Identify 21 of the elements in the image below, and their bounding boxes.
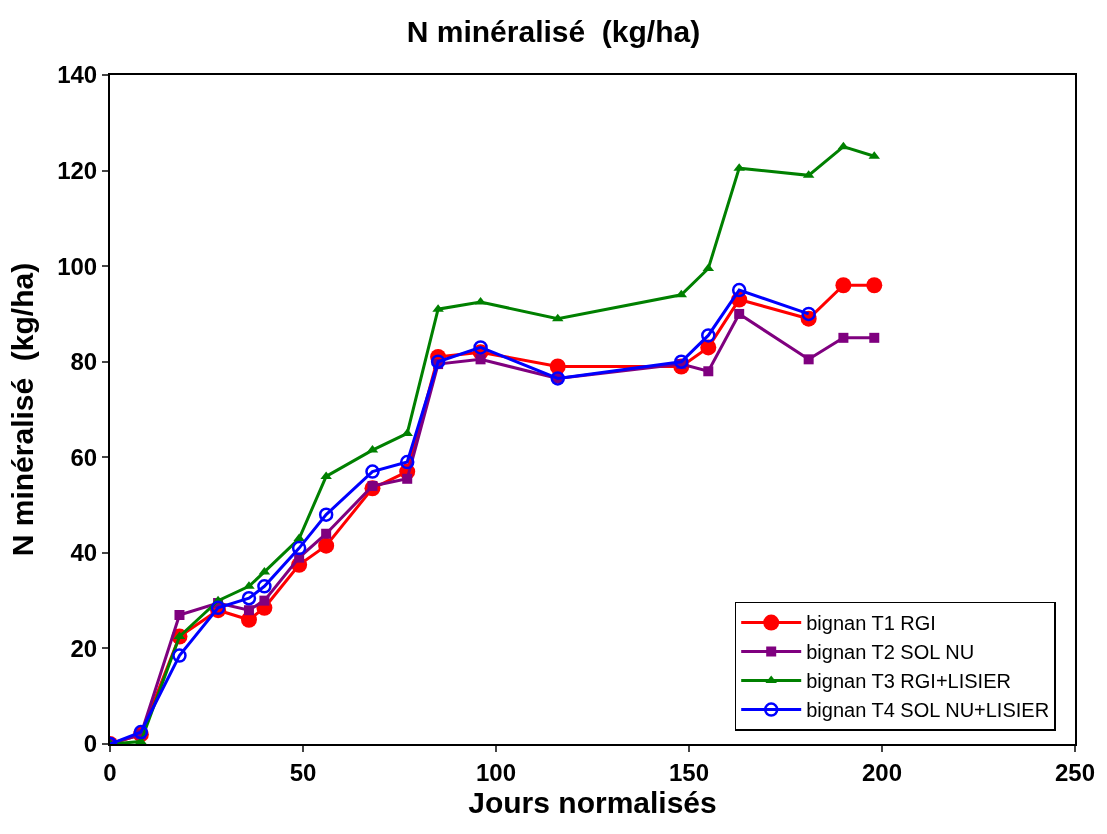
legend-label: bignan T3 RGI+LISIER [806, 670, 1011, 693]
x-tick-label: 0 [103, 758, 117, 786]
x-tick-label: 150 [668, 758, 710, 786]
x-tick-label: 100 [475, 758, 517, 786]
legend-label: bignan T1 RGI [806, 612, 936, 635]
x-axis-title: Jours normalisés [468, 785, 717, 819]
x-tick-label: 200 [861, 758, 903, 786]
y-tick-label: 60 [70, 443, 98, 471]
y-tick-label: 140 [57, 61, 98, 89]
x-tick-label: 50 [289, 758, 317, 786]
y-axis-title: N minéralisé (kg/ha) [5, 262, 39, 557]
legend-label: bignan T4 SOL NU+LISIER [806, 699, 1050, 722]
x-tick-label: 250 [1054, 758, 1096, 786]
y-tick-label: 40 [70, 539, 98, 567]
y-tick-label: 20 [70, 634, 98, 662]
chart-title: N minéralisé (kg/ha) [406, 14, 701, 48]
legend-label: bignan T2 SOL NU [806, 641, 975, 664]
y-tick-label: 80 [70, 348, 98, 376]
y-tick-label: 100 [57, 252, 98, 280]
y-tick-label: 120 [57, 156, 98, 184]
y-tick-label: 0 [83, 730, 98, 758]
